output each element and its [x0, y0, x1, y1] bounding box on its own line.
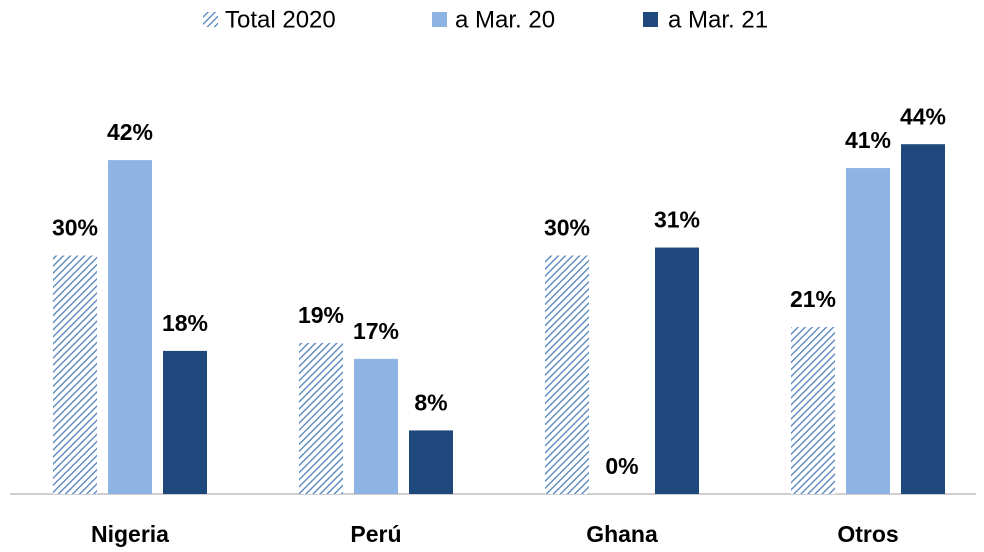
bar	[163, 350, 207, 494]
legend-label: a Mar. 20	[455, 6, 555, 33]
legend-label: Total 2020	[225, 6, 336, 33]
data-label: 31%	[654, 207, 700, 233]
bar	[791, 327, 835, 494]
bar	[846, 168, 890, 495]
data-label: 19%	[298, 302, 344, 328]
data-label: 18%	[162, 310, 208, 336]
bar	[655, 247, 699, 494]
data-label: 21%	[790, 286, 836, 312]
x-tick-label: Ghana	[586, 521, 658, 547]
x-tick-label: Otros	[837, 521, 898, 547]
bar	[545, 255, 589, 494]
bar	[354, 358, 398, 494]
data-label: 30%	[544, 215, 590, 241]
data-label: 42%	[107, 119, 153, 145]
data-label: 8%	[414, 389, 447, 415]
legend-swatch	[643, 12, 658, 27]
bar	[53, 255, 97, 494]
bar	[901, 144, 945, 494]
legend-swatch	[432, 12, 447, 27]
data-label: 44%	[900, 103, 946, 129]
data-label: 30%	[52, 215, 98, 241]
legend-swatch	[203, 12, 218, 27]
x-tick-label: Nigeria	[91, 521, 169, 547]
bar	[108, 160, 152, 494]
legend-label: a Mar. 21	[668, 6, 768, 33]
bar	[409, 430, 453, 494]
x-tick-label: Perú	[350, 521, 401, 547]
bar	[299, 342, 343, 494]
data-label: 17%	[353, 318, 399, 344]
data-label: 0%	[605, 453, 638, 479]
data-label: 41%	[845, 127, 891, 153]
